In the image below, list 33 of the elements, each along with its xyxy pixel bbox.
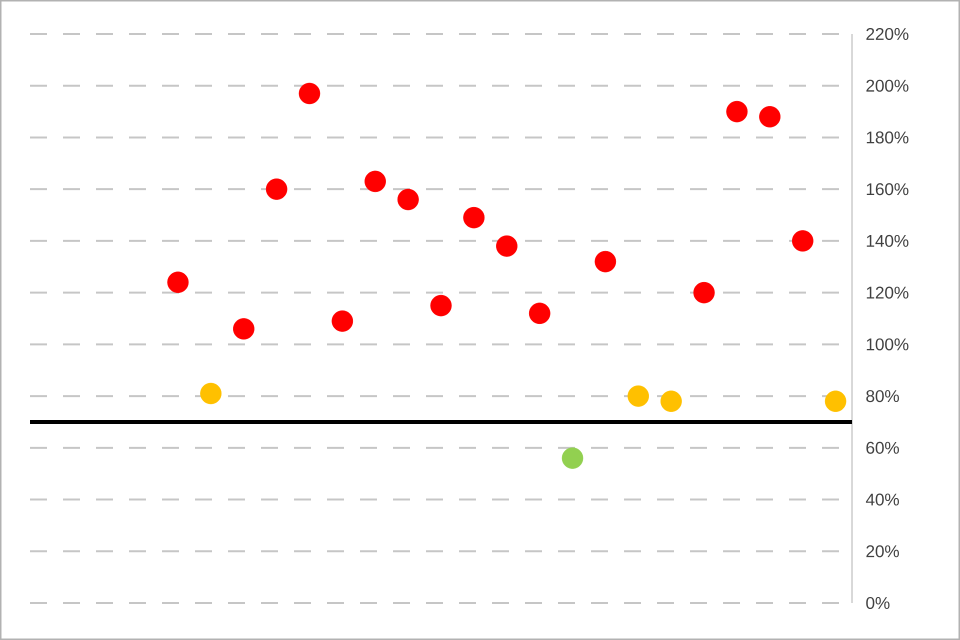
point bbox=[594, 250, 616, 272]
point bbox=[266, 178, 288, 200]
point bbox=[496, 235, 518, 257]
point bbox=[332, 310, 354, 332]
point bbox=[759, 106, 781, 128]
point bbox=[167, 272, 189, 293]
y-tick-label: 100% bbox=[866, 338, 908, 350]
point bbox=[298, 82, 320, 104]
y-tick-label: 20% bbox=[866, 545, 899, 558]
point bbox=[430, 294, 452, 316]
point bbox=[463, 206, 485, 228]
point bbox=[693, 282, 715, 304]
point bbox=[562, 447, 584, 469]
point bbox=[824, 390, 846, 412]
point bbox=[726, 100, 748, 122]
point bbox=[660, 390, 682, 412]
y-tick-label: 80% bbox=[866, 390, 899, 402]
y-tick-label: 120% bbox=[866, 286, 908, 299]
point bbox=[792, 230, 814, 252]
y-tick-label: 220% bbox=[866, 28, 908, 40]
point bbox=[528, 302, 550, 324]
y-tick-label: 160% bbox=[866, 183, 908, 196]
y-tick-label: 200% bbox=[866, 80, 908, 92]
point bbox=[628, 385, 649, 407]
point bbox=[200, 382, 222, 404]
point bbox=[364, 170, 386, 192]
point bbox=[397, 188, 419, 210]
y-tick-label: 60% bbox=[866, 442, 899, 454]
point bbox=[233, 318, 254, 340]
y-tick-label: 180% bbox=[866, 131, 908, 144]
y-tick-label: 140% bbox=[866, 234, 908, 247]
y-tick-label: 0% bbox=[866, 596, 890, 610]
y-tick-label: 40% bbox=[866, 494, 899, 506]
